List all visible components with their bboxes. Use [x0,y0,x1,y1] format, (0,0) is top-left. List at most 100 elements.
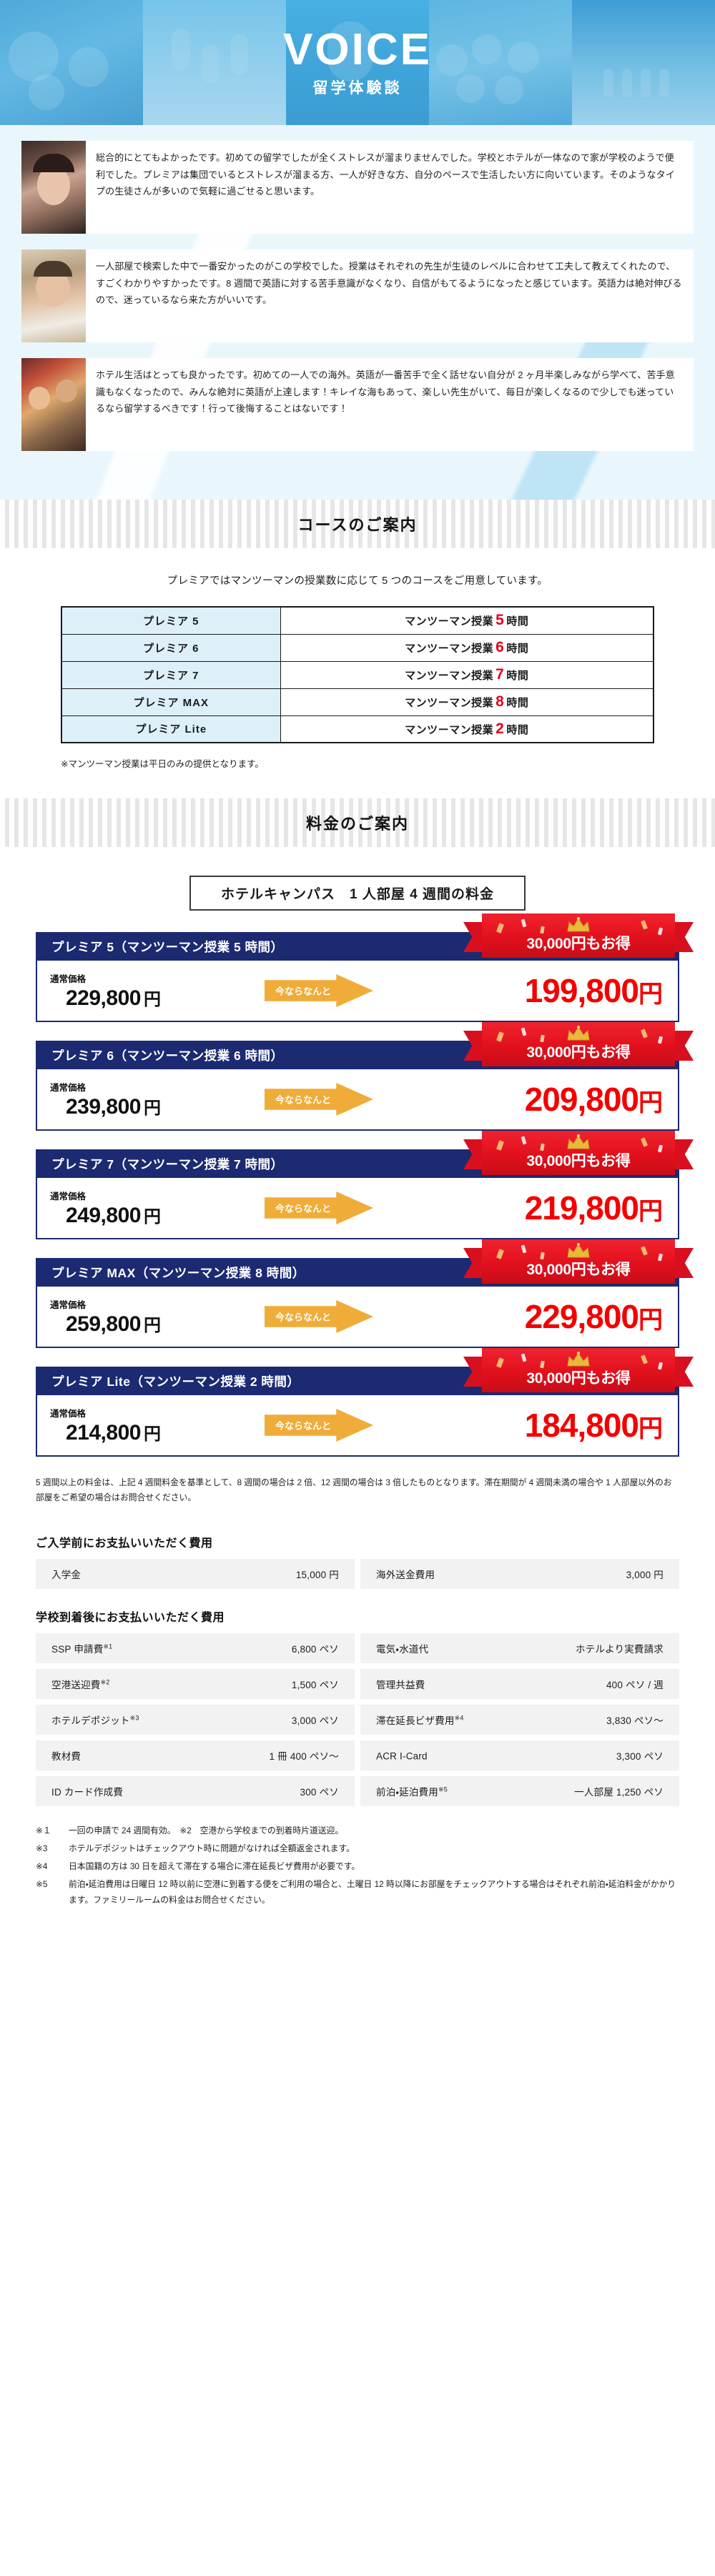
price-card-title: プレミア MAX（マンツーマン授業 8 時間） [51,1265,305,1280]
table-row: プレミア Lite マンツーマン授業 2 時間 [61,715,654,743]
footnote-mark: ※5 [36,1878,48,1889]
course-table: プレミア 5 マンツーマン授業 5 時間 プレミア 6 マンツーマン授業 6 時間 プレ… [61,606,654,743]
normal-price-label: 通常価格 [50,1408,87,1419]
fee-value: 15,000 円 [295,1570,339,1581]
normal-price-block: 通常価格 214,800 円 [50,1406,265,1445]
normal-price-label: 通常価格 [50,1299,87,1310]
price-card-body: 通常価格 249,800 円 今ならなんと 219,800円 [36,1178,679,1239]
normal-price-yen: 円 [143,1315,161,1335]
sale-price-value: 184,800円 [373,1409,665,1442]
course-name: プレミア 5 [61,606,281,635]
course-name: プレミア 6 [61,633,281,662]
now-arrow: 今ならなんと [265,1083,373,1116]
course-hours-prefix: マンツーマン授業 [405,723,494,736]
fee-value: 1 冊 400 ペソ～ [269,1751,339,1763]
hero-photo-3 [286,0,429,125]
ribbon-label: 30,000円もお得 [526,1262,631,1278]
footnote-mark: ※１ [36,1826,51,1836]
normal-price-number: 249,800 [66,1203,141,1227]
arrow-label: 今ならなんと [275,1094,331,1106]
page-root: VOICE 留学体験談 総合的にとてもよかったです。初めての留学でしたが全くスト… [0,0,715,1936]
normal-price-yen: 円 [143,1207,161,1227]
price-card-header: プレミア MAX（マンツーマン授業 8 時間） [36,1239,694,1287]
normal-price-label: 通常価格 [50,974,87,984]
normal-price-number: 229,800 [66,986,141,1010]
ribbon-label: 30,000円もお得 [526,1370,631,1387]
fee-row: 海外送金費用 3,000 円 [360,1559,679,1590]
discount-ribbon: 30,000円もお得 [463,1348,694,1392]
ribbon-body [482,913,675,958]
sale-price-value: 209,800円 [373,1083,665,1116]
fee-footnote-mark: ※4 [454,1714,464,1722]
testimonial-card: ホテル生活はとっても良かったです。初めての一人での海外。英語が一番苦手で全く話せ… [21,358,694,451]
hero-overlay-tint [0,0,715,125]
arrow-label: 今ならなんと [275,1312,331,1323]
course-name: プレミア 7 [61,660,281,689]
crown-icon [567,1352,590,1367]
fee-row: ホテルデポジット※3 3,000 ペソ [36,1705,355,1735]
hero-photo-2 [143,0,286,125]
fee-label: 入学金 [51,1570,82,1581]
ribbon-label: 30,000円もお得 [526,936,631,952]
normal-price-yen: 円 [143,989,161,1009]
table-row: プレミア MAX マンツーマン授業 8 時間 [61,688,654,716]
price-card-header: プレミア 6（マンツーマン授業 6 時間） [36,1022,694,1069]
fee-row: SSP 申請費※1 6,800 ペソ [36,1633,355,1664]
discount-ribbon: 30,000円もお得 [463,1131,694,1175]
price-card-title: プレミア 7（マンツーマン授業 7 時間） [51,1156,284,1171]
normal-price-label: 通常価格 [50,1191,87,1202]
course-hours-prefix: マンツーマン授業 [405,670,494,682]
table-row: プレミア 5 マンツーマン授業 5 時間 [61,606,654,635]
price-card: プレミア Lite（マンツーマン授業 2 時間） [36,1348,694,1457]
fee-footnote-mark: ※1 [103,1643,113,1650]
sale-price-yen: 円 [638,1198,663,1225]
hero-photo-strips [0,0,715,125]
fee-label-text: ACR I-Card [376,1750,428,1762]
fee-label-text: SSP 申請費 [51,1644,104,1655]
price-note: 5 週間以上の料金は、上記 4 週間料金を基準として、8 週間の場合は 2 倍、… [36,1477,672,1502]
price-card-body: 通常価格 229,800 円 今ならなんと 199,800円 [36,961,679,1022]
normal-price-block: 通常価格 249,800 円 [50,1189,265,1228]
fee-row: 前泊・延泊費用※5 一人部屋 1,250 ペソ [360,1776,679,1807]
price-card-body: 通常価格 214,800 円 今ならなんと 184,800円 [36,1395,679,1457]
fee-footnote-mark: ※5 [438,1785,448,1793]
price-card: プレミア 5（マンツーマン授業 5 時間） [36,913,694,1022]
table-row: プレミア 7 マンツーマン授業 7 時間 [61,660,654,689]
sale-price-yen: 円 [638,981,663,1008]
course-section: プレミアではマンツーマンの授業数に応じて 5 つのコースをご用意しています。 プ… [0,548,715,798]
normal-price-yen: 円 [143,1424,161,1444]
fee-label-text: 空港送迎費 [51,1680,101,1691]
fee-row: ACR I-Card 3,300 ペソ [360,1740,679,1771]
fee-value: 1,500 ペソ [291,1680,339,1691]
normal-price-block: 通常価格 239,800 円 [50,1080,265,1119]
student-photo-2 [21,249,86,342]
fee-label: 滞在延長ビザ費用※4 [376,1713,464,1727]
now-arrow: 今ならなんと [265,1192,373,1224]
fee-value: 一人部屋 1,250 ペソ [574,1787,664,1798]
testimonial-card: 一人部屋で検索した中で一番安かったのがこの学校でした。授業はそれぞれの先生が生徒… [21,249,694,342]
fee-row: 管理共益費 400 ペソ / 週 [360,1669,679,1700]
normal-price-block: 通常価格 229,800 円 [50,971,265,1011]
course-section-title: コースのご案内 [297,516,418,534]
fee-label: 教材費 [51,1748,81,1763]
testimonial-text: ホテル生活はとっても良かったです。初めての一人での海外。英語が一番苦手で全く話せ… [96,370,675,415]
normal-price-value: 249,800 円 [50,1202,265,1228]
hero-subtitle: 留学体験談 [312,79,403,96]
fee-label: 海外送金費用 [376,1570,435,1581]
course-hours-suffix: 時間 [506,723,529,736]
course-hours-cell: マンツーマン授業 6 時間 [280,633,654,662]
fee-row: ID カード作成費 300 ペソ [36,1776,355,1807]
ribbon-label: 30,000円もお得 [526,1044,631,1061]
discount-ribbon: 30,000円もお得 [463,913,694,958]
normal-price-label: 通常価格 [50,1082,87,1093]
course-hours-cell: マンツーマン授業 7 時間 [280,660,654,689]
footnote-item: ※4 日本国籍の方は 30 日を超えて滞在する場合に滞在延長ビザ費用が必要です。 [36,1859,679,1875]
price-card-body: 通常価格 259,800 円 今ならなんと 229,800円 [36,1287,679,1348]
price-section: ホテルキャンパス 1 人部屋 4 週間の料金 プレミア 5（マンツーマン授業 5… [0,847,715,1512]
course-name: プレミア Lite [61,715,281,743]
fees-section: ご入学前にお支払いいただく費用 入学金 15,000 円 海外送金費用 3,00… [36,1533,679,1908]
fee-row: 電気・水道代 ホテルより実費請求 [360,1633,679,1664]
fee-row: 教材費 1 冊 400 ペソ～ [36,1740,355,1771]
footnotes: ※１ 一回の申請で 24 週間有効。 ※2 空港から学校までの到着時片道送迎。 … [36,1823,679,1908]
fee-value: 300 ペソ [300,1787,339,1798]
